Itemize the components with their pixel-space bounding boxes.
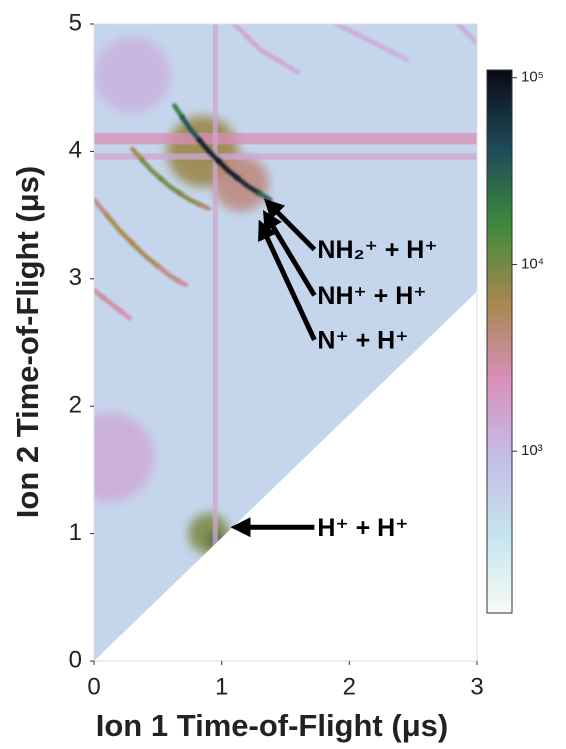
heatmap-track xyxy=(118,309,132,321)
heatmap-track xyxy=(155,263,181,283)
heatmap-track xyxy=(465,31,477,46)
heatmap-blob xyxy=(94,412,154,502)
heatmap-track xyxy=(94,197,110,218)
plot-frame xyxy=(93,23,478,662)
y-tick-label: 3 xyxy=(69,264,82,291)
heatmap-track xyxy=(158,176,183,196)
heatmap-track xyxy=(176,278,189,288)
y-tick-label: 5 xyxy=(69,9,82,36)
annotation-label: H⁺ + H⁺ xyxy=(317,514,408,542)
colorbar-tick-label: 10⁴ xyxy=(521,255,544,272)
heatmap-track xyxy=(232,24,250,39)
x-tick-label: 0 xyxy=(87,673,100,700)
heatmap-track xyxy=(130,146,145,162)
x-tick-label: 1 xyxy=(215,673,228,700)
heatmap-track xyxy=(334,24,358,36)
annotation-arrow xyxy=(258,219,317,342)
y-tick-label: 1 xyxy=(69,519,82,546)
x-tick-label: 3 xyxy=(470,673,483,700)
colorbar xyxy=(486,69,513,614)
y-tick-label: 0 xyxy=(69,646,82,673)
heatmap-track xyxy=(388,49,410,62)
x-axis-label: Ion 1 Time-of-Flight (μs) xyxy=(96,708,448,743)
heatmap-track xyxy=(100,295,124,314)
heatmap-track xyxy=(130,240,161,269)
heatmap-track xyxy=(177,191,202,207)
heatmap-track xyxy=(172,103,185,120)
heatmap-track xyxy=(139,157,164,182)
heatmap-track xyxy=(235,175,261,196)
heatmap-track xyxy=(244,34,282,64)
annotation-label: NH⁺ + H⁺ xyxy=(317,282,426,310)
empty-region xyxy=(94,291,477,661)
heatmap-blob xyxy=(94,36,171,114)
y-tick-label: 4 xyxy=(69,137,82,164)
colorbar-tick-label: 10³ xyxy=(521,442,543,459)
heatmap-band xyxy=(212,24,218,661)
heatmap-track xyxy=(455,24,470,36)
heatmap-track xyxy=(104,212,135,246)
heatmap-track xyxy=(197,137,221,164)
annotation-label: NH₂⁺ + H⁺ xyxy=(317,236,437,264)
heatmap-band xyxy=(94,153,477,160)
heatmap-track xyxy=(353,31,394,54)
heatmap-band xyxy=(94,132,477,145)
heatmap-track xyxy=(197,202,212,211)
y-axis-label: Ion 2 Time-of-Flight (μs) xyxy=(10,166,45,518)
heatmap-track xyxy=(216,158,240,181)
annotation-label: N⁺ + H⁺ xyxy=(317,327,408,355)
plot-area xyxy=(94,24,477,661)
x-tick-label: 2 xyxy=(343,673,356,700)
colorbar-tick-label: 10⁵ xyxy=(521,69,544,86)
y-tick-label: 2 xyxy=(69,392,82,419)
heatmap-track xyxy=(179,114,202,143)
heatmap-track xyxy=(276,58,301,75)
